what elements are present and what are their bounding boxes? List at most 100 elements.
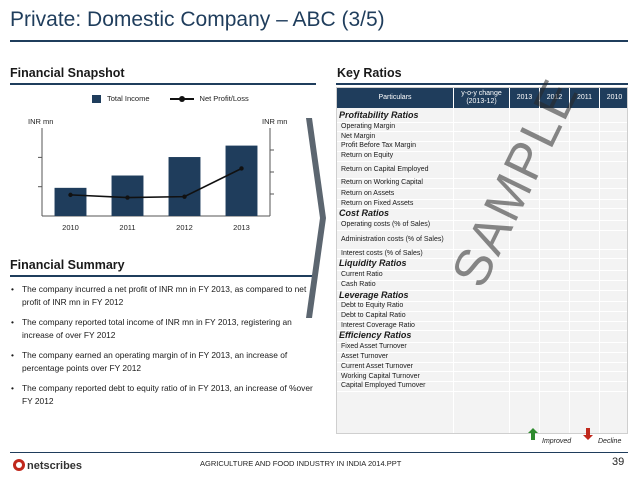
- legend-line-label: Net Profit/Loss: [199, 94, 249, 103]
- footer-text: AGRICULTURE AND FOOD INDUSTRY IN INDIA 2…: [200, 459, 402, 468]
- legend-decline: Decline: [598, 438, 622, 445]
- x-tick-label: 2013: [233, 223, 250, 232]
- ratio-row: Profit Before Tax Margin: [337, 141, 627, 151]
- x-tick-label: 2010: [62, 223, 79, 232]
- ratio-row-label: Operating Margin: [341, 122, 396, 130]
- ratio-row-label: Interest Coverage Ratio: [341, 321, 415, 329]
- ratio-category: Leverage Ratios: [337, 289, 627, 302]
- left-axis-unit: INR mn: [28, 117, 54, 126]
- point-net-profit: [239, 166, 244, 171]
- summary-list: The company incurred a net profit of INR…: [10, 283, 318, 415]
- ratio-row-label: Return on Fixed Assets: [341, 199, 414, 207]
- row-separator: [337, 371, 627, 373]
- row-separator: [337, 351, 627, 353]
- row-separator: [337, 198, 627, 200]
- row-separator: [337, 121, 627, 123]
- ratio-row: Return on Working Capital: [337, 178, 627, 188]
- row-separator: [337, 248, 627, 250]
- arrow-up-icon: [528, 428, 538, 440]
- ratio-category: Efficiency Ratios: [337, 330, 627, 342]
- ratios-divider: [336, 83, 628, 85]
- column-separator: [509, 108, 510, 433]
- summary-item: The company incurred a net profit of INR…: [10, 283, 318, 308]
- summary-item: The company reported debt to equity rati…: [10, 382, 318, 407]
- bar-total-income: [225, 145, 258, 216]
- point-net-profit: [68, 192, 73, 198]
- row-separator: [337, 229, 627, 231]
- ratio-row-label: Asset Turnover: [341, 353, 389, 361]
- ratio-row-label: Current Ratio: [341, 271, 383, 279]
- row-separator: [337, 160, 627, 162]
- row-separator: [337, 141, 627, 143]
- ratios-heading: Key Ratios: [337, 66, 402, 80]
- row-separator: [337, 361, 627, 363]
- ratio-row-label: Cash Ratio: [341, 281, 376, 289]
- financial-snapshot-chart: 2010 2011 2012 2013: [38, 128, 274, 232]
- ratio-row-label: Working Capital Turnover: [341, 372, 420, 380]
- ratio-row-label: Current Asset Turnover: [341, 362, 413, 370]
- col-header-2013: 2013: [509, 88, 539, 108]
- series-line-net-profit: [70, 167, 242, 199]
- bar-total-income: [168, 157, 201, 216]
- ratio-row: Net Margin: [337, 131, 627, 141]
- ratio-row-label: Administration costs (% of Sales): [341, 235, 444, 243]
- ratio-row-label: Fixed Asset Turnover: [341, 343, 407, 351]
- row-separator: [337, 279, 627, 281]
- ratio-row: Operating costs (% of Sales): [337, 220, 627, 230]
- summary-heading: Financial Summary: [10, 258, 125, 272]
- bar-total-income: [54, 187, 87, 216]
- snapshot-heading: Financial Snapshot: [10, 66, 125, 80]
- ratio-row-label: Capital Employed Turnover: [341, 382, 426, 390]
- ratio-row: Interest costs (% of Sales): [337, 249, 627, 259]
- title-divider: [10, 40, 628, 42]
- col-header-yoy: y-o-y change (2013-12): [453, 88, 509, 108]
- row-separator: [337, 330, 627, 332]
- page-title: Private: Domestic Company – ABC (3/5): [10, 8, 385, 31]
- footer-divider: [10, 452, 628, 453]
- ratio-row-label: Operating costs (% of Sales): [341, 221, 431, 229]
- ratio-row: Return on Fixed Assets: [337, 199, 627, 209]
- row-separator: [337, 187, 627, 189]
- row-separator: [337, 150, 627, 152]
- ratio-row: Asset Turnover: [337, 352, 627, 362]
- ratio-row: Working Capital Turnover: [337, 371, 627, 381]
- ratio-row-label: Return on Capital Employed: [341, 165, 429, 173]
- ratio-category-label: Leverage Ratios: [339, 289, 409, 300]
- point-net-profit: [125, 195, 130, 200]
- summary-item: The company reported total income of INR…: [10, 316, 318, 341]
- col-header-2012: 2012: [539, 88, 569, 108]
- page-number: 39: [612, 456, 625, 468]
- row-separator: [337, 258, 627, 260]
- row-separator: [337, 177, 627, 179]
- row-separator: [337, 219, 627, 221]
- ratio-row-label: Interest costs (% of Sales): [341, 249, 423, 257]
- col-header-2011: 2011: [569, 88, 599, 108]
- ratio-row: Return on Assets: [337, 188, 627, 199]
- ratio-row-label: Return on Working Capital: [341, 179, 423, 187]
- row-separator: [337, 131, 627, 133]
- logo-text: netscribes: [27, 460, 82, 472]
- summary-divider: [10, 275, 316, 277]
- ratio-row: Cash Ratio: [337, 280, 627, 290]
- ratio-row-label: Return on Equity: [341, 152, 394, 160]
- ratio-row-label: Return on Assets: [341, 189, 395, 197]
- ratio-category-label: Liquidity Ratios: [339, 258, 407, 269]
- ratio-category-label: Efficiency Ratios: [339, 330, 412, 341]
- ratio-row: Interest Coverage Ratio: [337, 321, 627, 331]
- ratio-row: Capital Employed Turnover: [337, 381, 627, 391]
- ratio-row: Operating Margin: [337, 122, 627, 132]
- row-separator: [337, 381, 627, 383]
- ratio-row: Return on Capital Employed: [337, 161, 627, 178]
- ratio-row: Debt to Equity Ratio: [337, 301, 627, 311]
- row-separator: [337, 269, 627, 271]
- key-ratios-table: Particulars y-o-y change (2013-12) 2013 …: [336, 87, 628, 434]
- ratio-row: Debt to Capital Ratio: [337, 311, 627, 321]
- column-separator: [539, 108, 540, 433]
- ratio-row: Administration costs (% of Sales): [337, 230, 627, 249]
- col-header-particulars: Particulars: [337, 88, 453, 108]
- ratio-category-label: Profitability Ratios: [339, 110, 419, 120]
- chevron-right-icon: [306, 118, 326, 318]
- ratio-category: Profitability Ratios: [337, 110, 627, 122]
- ratio-row-label: Net Margin: [341, 132, 376, 140]
- legend-bar-swatch: [92, 94, 101, 103]
